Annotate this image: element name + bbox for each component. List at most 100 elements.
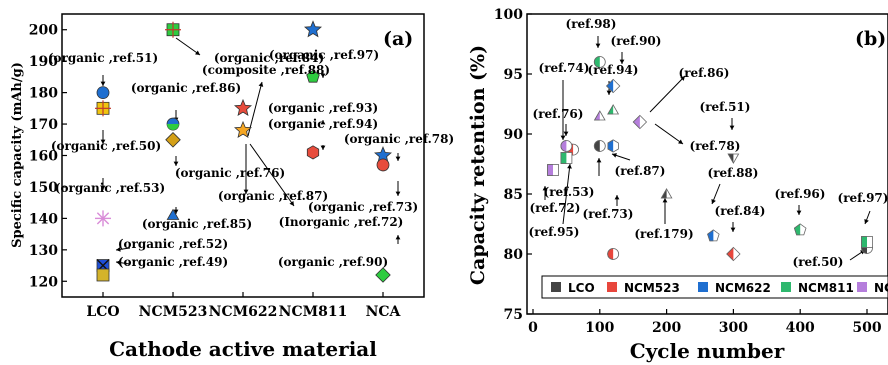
- x-tick-label: 200: [652, 320, 681, 336]
- panel-a-label: (a): [383, 28, 413, 50]
- data-point: [166, 208, 180, 220]
- panel-a-xlabel: Cathode active material: [109, 337, 377, 361]
- arrow-head: [560, 135, 566, 140]
- arrow-head: [100, 81, 106, 86]
- x-tick-label: 0: [528, 320, 538, 336]
- annotation-label: (ref.179): [634, 227, 693, 241]
- annotation-label: (organic ,ref.85): [142, 217, 252, 231]
- arrow-head: [100, 185, 106, 190]
- annotation-label: (ref.50): [793, 255, 844, 269]
- arrow-head: [395, 156, 401, 161]
- annotation-label: (organic ,ref.49): [118, 255, 228, 269]
- y-tick-label: 120: [29, 274, 58, 290]
- annotation-label: (organic ,ref.78): [344, 132, 454, 146]
- arrow-head: [563, 131, 569, 136]
- annotation-arrow: [649, 75, 686, 113]
- data-point: [96, 268, 110, 282]
- panel-b-ylabel: Capacity retention (%): [467, 45, 489, 285]
- y-tick-label: 170: [29, 117, 58, 133]
- legend-label: NCM523: [624, 281, 680, 295]
- annotation-label: (organic ,ref.52): [118, 237, 228, 251]
- x-tick-label: 400: [786, 320, 815, 336]
- data-point: [607, 104, 620, 115]
- data-point: [726, 246, 741, 262]
- arrow-head: [606, 90, 612, 95]
- data-point: [861, 236, 873, 248]
- data-point: [607, 248, 620, 260]
- arrow-head: [680, 76, 685, 81]
- legend-swatch: [781, 282, 791, 292]
- data-point: [96, 86, 110, 100]
- panel-a-y-ticks: 120 130 140 150 160 170 180 190 200: [29, 23, 67, 290]
- panel-b-label: (b): [855, 28, 886, 50]
- annotation-arrow: [562, 163, 571, 225]
- data-point: [165, 21, 181, 38]
- annotation-label: (ref.86): [679, 66, 730, 80]
- arrow-head: [729, 125, 735, 130]
- legend-label: NCM811: [798, 281, 854, 295]
- arrow-head: [173, 209, 179, 214]
- data-point: [376, 158, 390, 172]
- annotation-label: (organic ,ref.51): [48, 51, 158, 65]
- annotation-label: (ref.73): [583, 207, 634, 221]
- arrow-head: [320, 145, 326, 150]
- data-point: [95, 210, 111, 227]
- panel-b-xlabel: Cycle number: [630, 339, 785, 363]
- arrow-head: [173, 161, 179, 166]
- data-point: [375, 267, 391, 283]
- annotation-label: (organic ,ref.93): [268, 101, 378, 115]
- y-tick-label: 75: [504, 307, 523, 323]
- arrow-head: [395, 191, 401, 196]
- legend-label: NCA: [874, 281, 888, 295]
- legend-label: LCO: [568, 281, 595, 295]
- arrow-head: [395, 235, 401, 240]
- arrow-head: [614, 195, 620, 200]
- arrow-head: [612, 153, 617, 158]
- y-tick-label: 100: [494, 7, 523, 23]
- x-tick-label: NCM523: [139, 304, 208, 320]
- x-tick-label: 500: [852, 320, 881, 336]
- arrow-head: [320, 120, 326, 125]
- arrow-head: [320, 73, 326, 78]
- annotation-label: (organic ,ref.86): [131, 81, 241, 95]
- panel-b-legend: LCO NCM523 NCM622 NCM811 NCA: [541, 275, 888, 299]
- data-point: [166, 117, 180, 131]
- panel-b-x-ticks: 0 100 200 300 400 500: [528, 309, 882, 336]
- annotation-label: (composite ,ref.88): [202, 63, 330, 77]
- annotation-label: (organic ,ref.94): [268, 117, 378, 131]
- legend-swatch: [698, 282, 708, 292]
- panel-b-frame: [526, 13, 888, 315]
- annotation-label: (organic ,ref.97): [269, 48, 379, 62]
- legend-entry: NCM811: [781, 281, 854, 295]
- data-point: [560, 140, 573, 152]
- data-point: [593, 140, 606, 152]
- y-tick-label: 95: [504, 67, 523, 83]
- data-point: [165, 132, 181, 148]
- annotation-label: (organic ,ref.87): [218, 189, 328, 203]
- annotation-label: (ref.95): [529, 225, 580, 239]
- data-point: [95, 100, 111, 117]
- arrow-head: [195, 50, 200, 55]
- annotation-arrow: [247, 81, 263, 137]
- arrow-head: [662, 198, 668, 203]
- data-point: [632, 114, 648, 130]
- arrow-head: [542, 186, 548, 191]
- data-point: [306, 69, 320, 83]
- x-tick-label: NCM622: [209, 304, 278, 320]
- legend-entry: NCM523: [607, 281, 680, 295]
- y-tick-label: 150: [29, 180, 58, 196]
- legend-entry: NCA: [857, 281, 888, 295]
- legend-swatch: [857, 282, 867, 292]
- data-point: [304, 20, 322, 38]
- legend-box: [541, 275, 888, 299]
- annotation-label: (ref.87): [615, 164, 666, 178]
- annotation-label: (organic ,ref.84): [214, 51, 324, 65]
- annotation-label: (ref.76): [533, 107, 584, 121]
- arrow-head: [796, 210, 802, 215]
- arrow-head: [595, 43, 601, 48]
- annotation-label: (ref.72): [530, 201, 581, 215]
- arrow-head: [116, 260, 121, 265]
